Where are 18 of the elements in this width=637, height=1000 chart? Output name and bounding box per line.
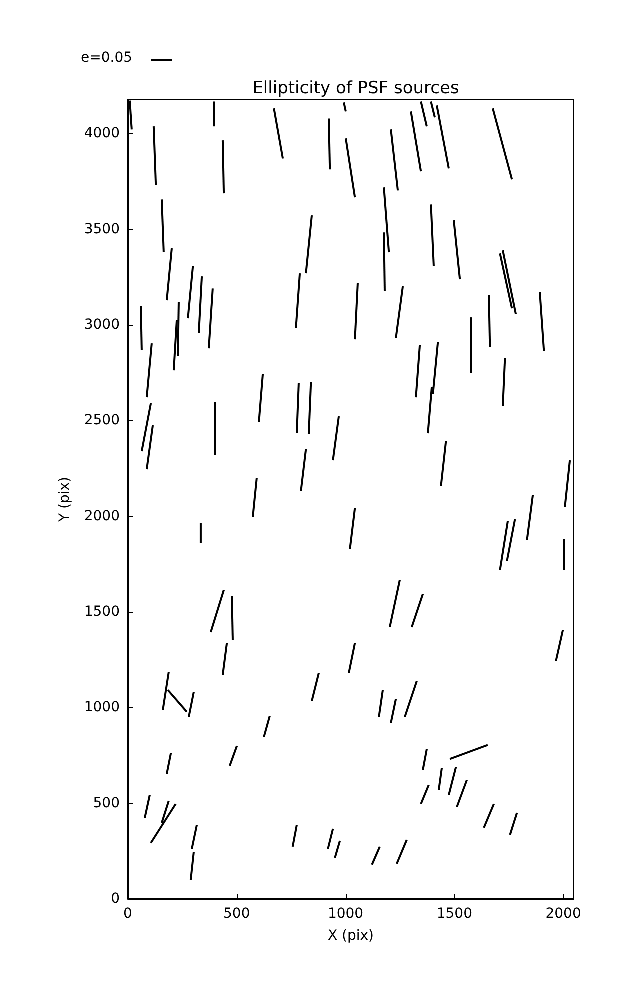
x-tick-label: 500 <box>224 906 250 922</box>
y-tick-label: 0 <box>111 891 120 907</box>
text: e=0.05 <box>81 50 133 66</box>
x-tick-label: 1000 <box>328 906 364 922</box>
y-tick-label: 1500 <box>84 604 120 620</box>
y-axis-title: Y (pix) <box>57 477 73 523</box>
x-axis-title: X (pix) <box>328 928 374 944</box>
chart-title: Ellipticity of PSF sources <box>252 78 460 98</box>
x-tick-label: 0 <box>124 906 132 922</box>
y-tick-label: 1000 <box>84 700 120 716</box>
y-tick-label: 2000 <box>84 508 120 524</box>
y-tick-label: 3500 <box>84 221 120 238</box>
x-tick-label: 2000 <box>546 906 582 922</box>
y-tick-label: 2500 <box>84 412 120 429</box>
y-tick-label: 3000 <box>84 317 120 334</box>
x-tick-label: 1500 <box>436 906 472 922</box>
y-tick-label: 4000 <box>84 126 120 142</box>
y-tick-label: 500 <box>93 795 120 812</box>
